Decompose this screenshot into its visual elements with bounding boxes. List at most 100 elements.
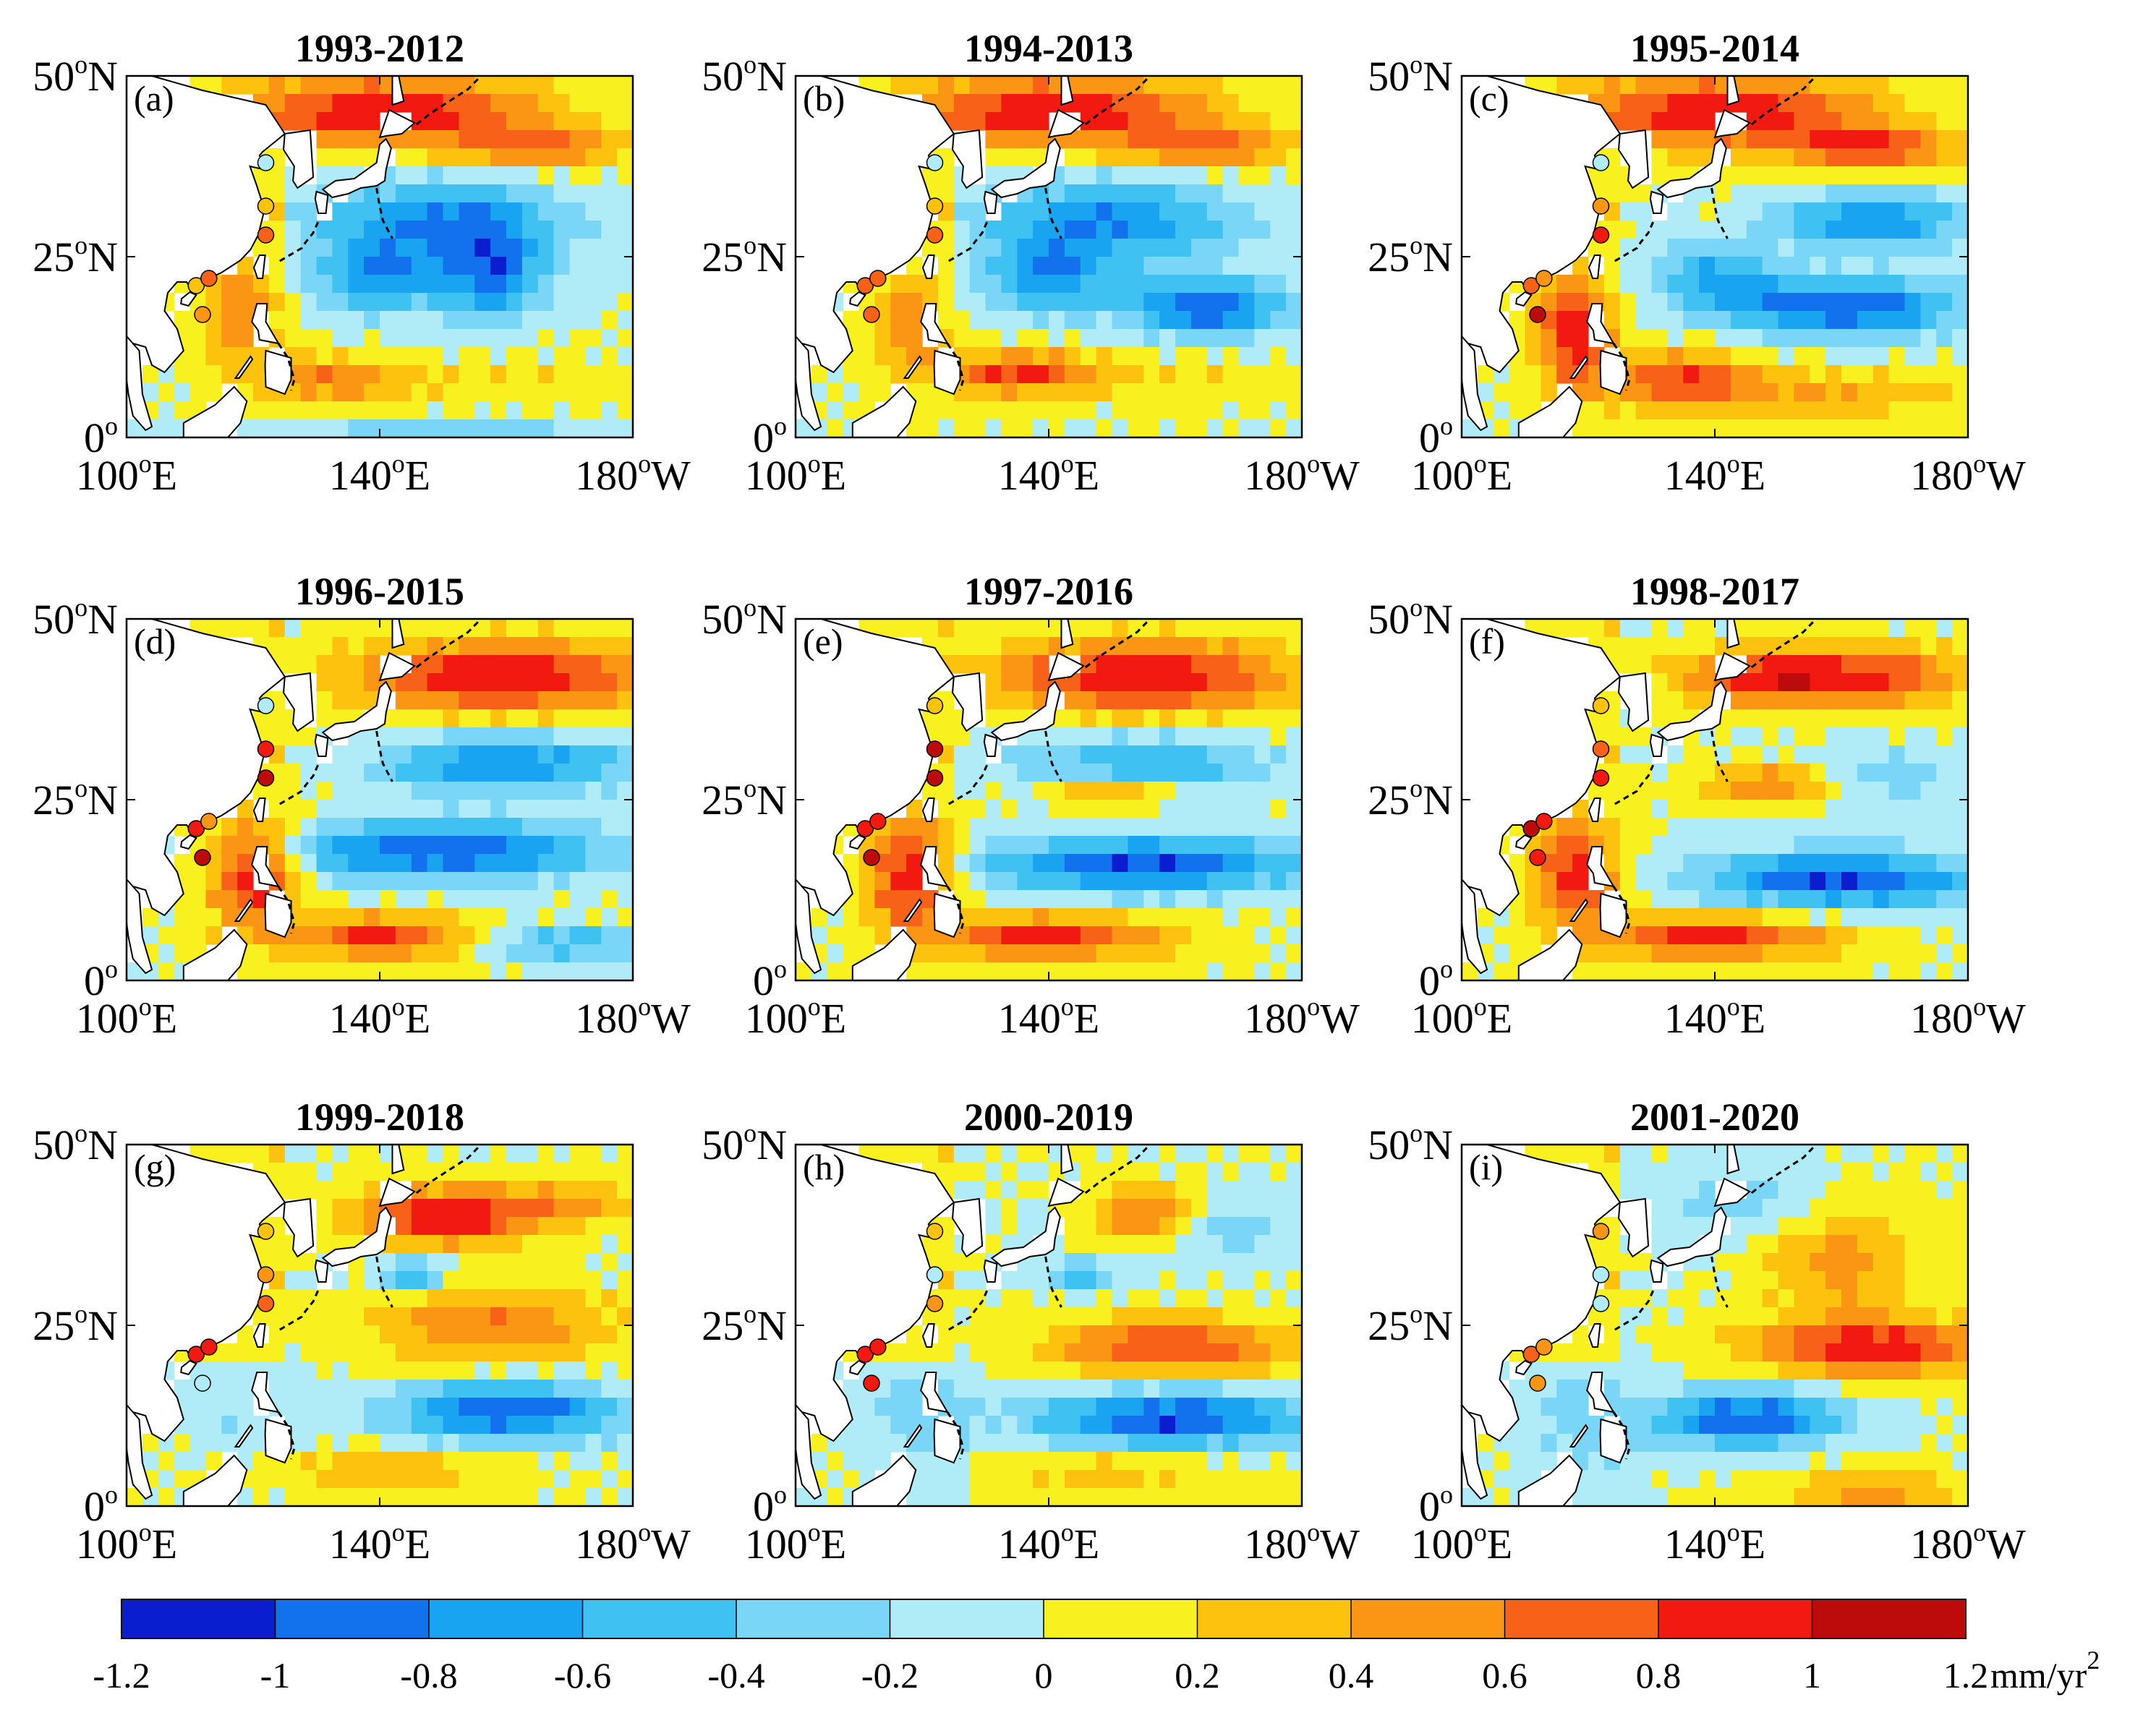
heatmap-cell — [411, 872, 428, 891]
heatmap-cell — [521, 130, 539, 149]
heatmap-cell — [237, 419, 254, 437]
heatmap-cell — [1810, 1380, 1826, 1398]
heatmap-cell — [268, 401, 286, 420]
heatmap-cell — [1619, 419, 1637, 437]
heatmap-cell — [1778, 818, 1794, 837]
heatmap-cell — [380, 854, 396, 873]
heatmap-cell — [1238, 764, 1255, 782]
heatmap-cell — [1080, 1398, 1097, 1416]
heatmap-cell — [1603, 184, 1621, 203]
heatmap-cell — [1936, 221, 1953, 239]
heatmap-cell — [427, 782, 444, 800]
heatmap-cell — [1017, 1217, 1034, 1236]
tide-gauge-station — [1522, 820, 1541, 837]
heatmap-cell — [1206, 1271, 1224, 1290]
heatmap-cell — [1603, 1488, 1621, 1506]
heatmap-cell — [1841, 1217, 1858, 1236]
heatmap-cell — [1033, 1325, 1049, 1344]
heatmap-cell — [1143, 818, 1160, 837]
y-tick-label: 50oN — [33, 50, 118, 100]
heatmap-cell — [1810, 1253, 1826, 1272]
heatmap-cell — [1730, 727, 1747, 746]
heatmap-cell — [1888, 782, 1906, 800]
heatmap-cell — [1270, 1380, 1287, 1398]
heatmap-cell — [1175, 419, 1192, 437]
heatmap-cell — [553, 872, 571, 891]
heatmap-cell — [1920, 1271, 1937, 1290]
heatmap-cell — [858, 872, 875, 891]
heatmap-cell — [953, 1181, 971, 1200]
heatmap-cell — [1222, 257, 1240, 275]
heatmap-cell — [1920, 1325, 1937, 1344]
heatmap-cell — [1254, 1253, 1271, 1272]
heatmap-cell — [474, 130, 491, 149]
heatmap-cell — [174, 1452, 191, 1471]
heatmap-cell — [1222, 1181, 1240, 1200]
heatmap-cell — [268, 1307, 286, 1326]
y-tick-label: 25oN — [702, 774, 787, 824]
heatmap-cell — [1841, 1199, 1858, 1218]
tide-gauge-station — [194, 849, 211, 866]
land-outline — [1713, 651, 1751, 682]
heatmap-cell — [937, 311, 955, 330]
heatmap-cell — [985, 239, 1002, 257]
land-outline — [1517, 928, 1583, 980]
heatmap-cell — [1810, 962, 1826, 980]
heatmap-cell — [221, 1380, 238, 1398]
heatmap-cell — [585, 130, 602, 149]
heatmap-cell — [569, 1253, 586, 1272]
heatmap-cell — [1904, 1361, 1921, 1380]
heatmap-cell — [1857, 1181, 1874, 1200]
tide-gauge-station — [200, 1338, 218, 1356]
heatmap-cell — [427, 691, 444, 710]
heatmap-cell — [1888, 365, 1906, 384]
heatmap-cell — [268, 293, 286, 312]
heatmap-cell — [1888, 637, 1906, 656]
island-chain — [277, 1411, 296, 1460]
heatmap-cell — [284, 1343, 302, 1362]
heatmap-cell — [1936, 1271, 1953, 1290]
heatmap-cell — [459, 1416, 475, 1435]
heatmap-cell — [1651, 130, 1668, 149]
heatmap-cell — [1683, 1488, 1700, 1506]
heatmap-cell — [1270, 727, 1287, 746]
heatmap-cell — [459, 1253, 475, 1272]
heatmap-cell — [1159, 1289, 1176, 1308]
heatmap-cell — [1651, 1452, 1668, 1471]
heatmap-cell — [1762, 1488, 1779, 1506]
heatmap-cell — [1841, 1470, 1858, 1489]
heatmap-cell — [506, 836, 523, 855]
heatmap-cell — [221, 329, 238, 348]
x-tick-label: 180oW — [1910, 449, 2026, 499]
heatmap-cell — [1159, 745, 1176, 764]
heatmap-cell — [237, 311, 254, 330]
heatmap-cell — [380, 419, 396, 437]
heatmap-cell — [364, 347, 380, 366]
heatmap-cell — [1017, 1199, 1034, 1218]
heatmap-cell — [1159, 709, 1176, 728]
heatmap-cell — [427, 1271, 444, 1290]
heatmap-cell — [1128, 691, 1144, 710]
heatmap-cell — [1746, 1145, 1763, 1163]
heatmap-cell — [1825, 637, 1842, 656]
heatmap-cell — [537, 655, 555, 674]
heatmap-cell — [890, 347, 907, 366]
heatmap-cell — [1001, 782, 1018, 800]
heatmap-cell — [1651, 1325, 1668, 1344]
heatmap-cell — [1049, 202, 1065, 221]
heatmap-cell — [174, 854, 191, 873]
heatmap-cell — [316, 1470, 333, 1489]
heatmap-cell — [985, 818, 1002, 837]
heatmap-cell — [1651, 1235, 1668, 1254]
heatmap-cell — [1872, 962, 1890, 980]
heatmap-cell — [1190, 836, 1208, 855]
heatmap-cell — [316, 329, 333, 348]
heatmap-cell — [1810, 1199, 1826, 1218]
heatmap-cell — [1064, 275, 1081, 294]
panel-title: 1996-2015 — [295, 570, 464, 613]
land-outline — [264, 892, 292, 939]
panel-heatmap — [127, 76, 633, 437]
land-outline — [314, 733, 329, 757]
heatmap-cell — [348, 1452, 365, 1471]
heatmap-cell — [1762, 1416, 1779, 1435]
